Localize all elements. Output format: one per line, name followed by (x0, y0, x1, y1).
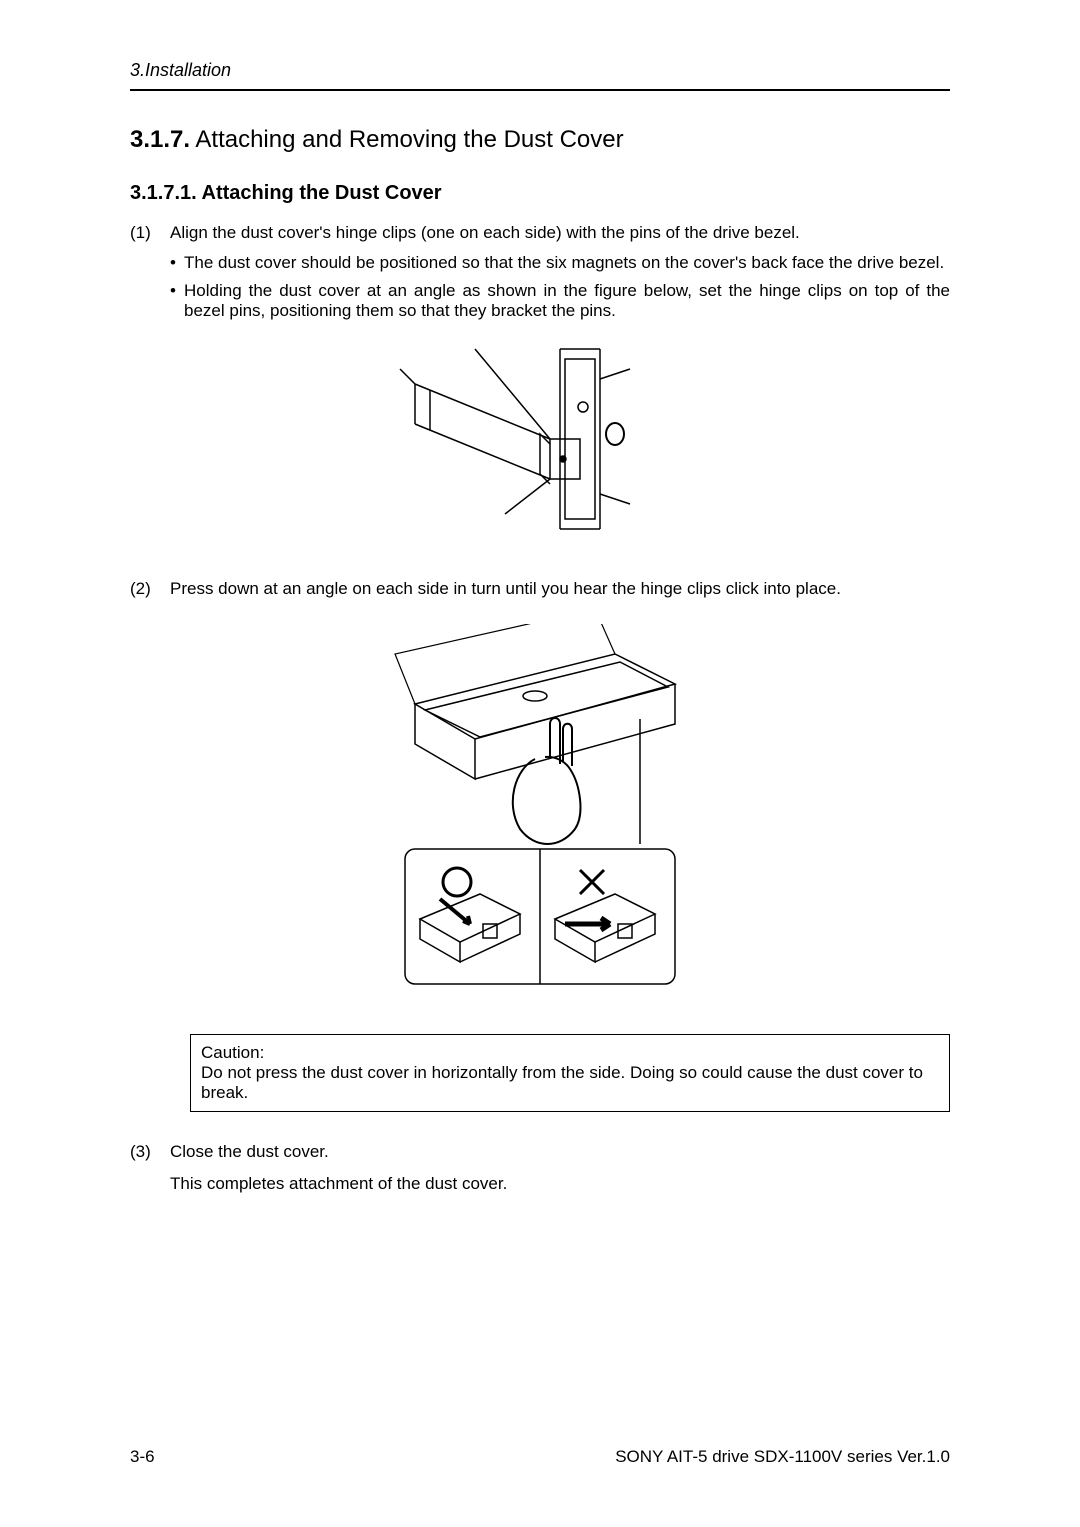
step-1-bullets: • The dust cover should be positioned so… (170, 253, 950, 321)
step-3-number: (3) (130, 1142, 170, 1162)
step-2-number: (2) (130, 579, 170, 599)
bullet-item: • Holding the dust cover at an angle as … (170, 281, 950, 321)
page-footer: 3-6 SONY AIT-5 drive SDX-1100V series Ve… (130, 1447, 950, 1467)
section-317-number: 3.1.7. (130, 126, 190, 153)
caution-label: Caution: (201, 1043, 939, 1063)
section-3171-heading: 3.1.7.1. Attaching the Dust Cover (130, 182, 950, 205)
caution-text: Do not press the dust cover in horizonta… (201, 1063, 939, 1103)
figure-1-svg (395, 339, 685, 539)
step-1: (1) Align the dust cover's hinge clips (… (130, 223, 950, 243)
section-317-heading: 3.1.7. Attaching and Removing the Dust C… (130, 126, 950, 154)
step-1-text: Align the dust cover's hinge clips (one … (170, 223, 950, 243)
section-3171-number: 3.1.7.1. (130, 182, 197, 204)
bullet-text: The dust cover should be positioned so t… (184, 253, 950, 273)
step-2-text: Press down at an angle on each side in t… (170, 579, 950, 599)
footer-doc-ref: SONY AIT-5 drive SDX-1100V series Ver.1.… (615, 1447, 950, 1467)
section-317-title: Attaching and Removing the Dust Cover (195, 126, 623, 153)
step-2: (2) Press down at an angle on each side … (130, 579, 950, 599)
step-1-number: (1) (130, 223, 170, 243)
bullet-text: Holding the dust cover at an angle as sh… (184, 281, 950, 321)
caution-box: Caution: Do not press the dust cover in … (190, 1034, 950, 1112)
figure-2 (130, 624, 950, 1004)
bullet-marker: • (170, 253, 184, 273)
step-3: (3) Close the dust cover. (130, 1142, 950, 1162)
figure-2-svg (385, 624, 695, 1004)
section-3171-title: Attaching the Dust Cover (202, 182, 442, 204)
step-3-text: Close the dust cover. (170, 1142, 950, 1162)
footer-page-number: 3-6 (130, 1447, 155, 1467)
figure-1 (130, 339, 950, 539)
bullet-item: • The dust cover should be positioned so… (170, 253, 950, 273)
bullet-marker: • (170, 281, 184, 321)
header-breadcrumb: 3.Installation (130, 60, 950, 91)
step-3-note: This completes attachment of the dust co… (170, 1174, 950, 1194)
